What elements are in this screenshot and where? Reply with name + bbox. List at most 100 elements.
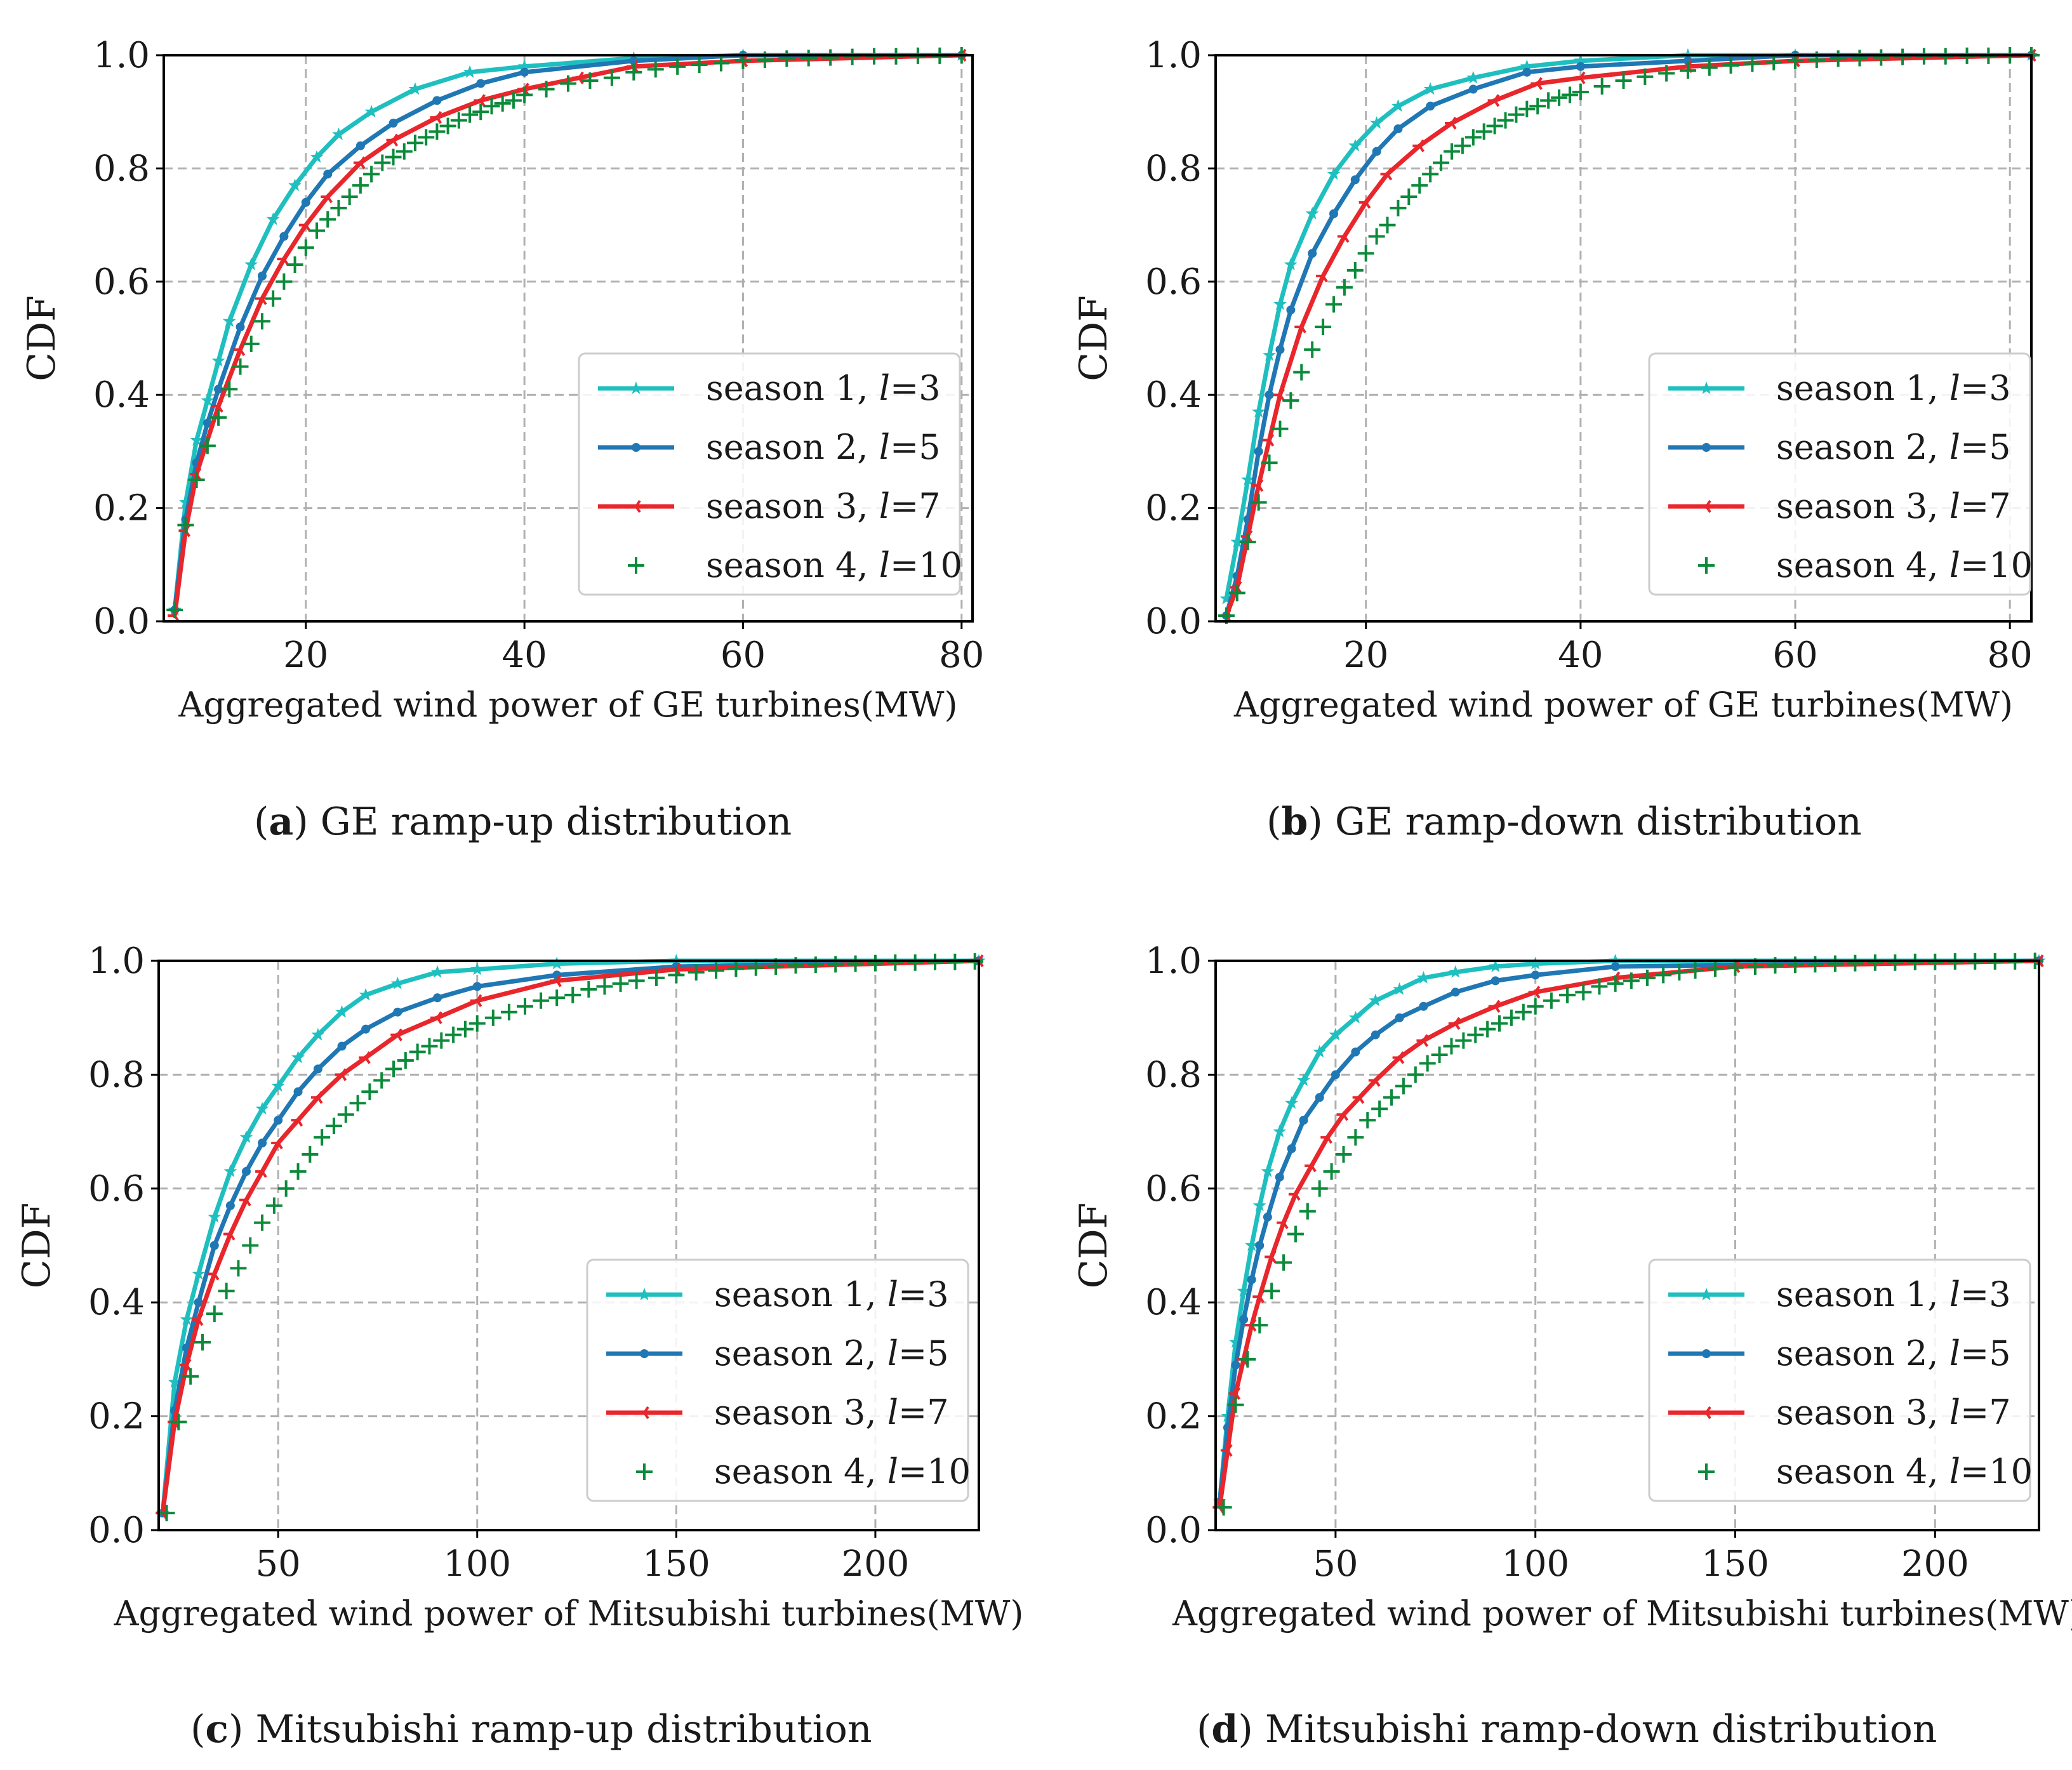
panel-b-series-4-point bbox=[1239, 534, 1256, 551]
panel-a-series-1-point bbox=[463, 65, 477, 78]
panel-c-series-4-point bbox=[708, 962, 725, 979]
panel-b-series-3-point bbox=[1262, 433, 1275, 447]
panel-d-series-4-point bbox=[1419, 1055, 1436, 1072]
caption-a-letter: a bbox=[269, 800, 294, 844]
panel-a-series-2-point bbox=[388, 119, 398, 128]
panel-a-series-4-point bbox=[297, 239, 314, 256]
panel-a-legend-label: season 4, l=10 bbox=[706, 545, 962, 585]
panel-c-series-4-point bbox=[302, 1146, 319, 1163]
panel-d-series-4-point bbox=[1866, 954, 1883, 971]
panel-c-axes-frame bbox=[157, 960, 980, 1531]
panel-c-legend-item-2: season 2, l=5 bbox=[606, 1333, 949, 1373]
panel-d-series-4-point bbox=[1687, 962, 1704, 979]
panel-c-series-2-point bbox=[258, 1139, 267, 1148]
panel-b-y-axis-label: CDF bbox=[1072, 295, 1116, 381]
panel-a-series-4-point bbox=[188, 472, 205, 488]
panel-c-series-2-point bbox=[293, 1087, 303, 1097]
panel-d-series-1-point bbox=[1252, 1198, 1266, 1212]
panel-b-y-tick-label: 0.6 bbox=[1145, 261, 1202, 303]
panel-d-series-3-point bbox=[1488, 1000, 1501, 1013]
panel-a-series-4-point bbox=[395, 143, 413, 160]
panel-c-series-3-point bbox=[191, 1313, 204, 1326]
panel-a-series-4-point bbox=[538, 81, 555, 98]
panel-d-series-4-point bbox=[1383, 1089, 1400, 1106]
panel-a-legend-marker bbox=[629, 381, 643, 394]
panel-b-series-3-point bbox=[1251, 479, 1264, 492]
panel-c-series-4-point bbox=[421, 1038, 438, 1055]
panel-d-x-tick-label: 100 bbox=[1501, 1543, 1569, 1585]
panel-a-series-4-point bbox=[439, 117, 456, 135]
panel-c-legend-label: season 4, l=10 bbox=[714, 1451, 971, 1491]
panel-c-series-4-point bbox=[265, 1197, 282, 1214]
panel-d-y-tick-label: 1.0 bbox=[1145, 941, 1202, 982]
panel-d-series-2-point bbox=[1287, 1144, 1296, 1154]
panel-c-series-4-point bbox=[847, 955, 864, 972]
panel-b-series-1-point bbox=[1241, 473, 1255, 485]
panel-d-series-1-point bbox=[1285, 1096, 1299, 1109]
panel-a-series-4-point bbox=[669, 58, 686, 75]
panel-c-legend-label: season 3, l=7 bbox=[714, 1392, 949, 1432]
panel-d-series-4-point bbox=[1311, 1180, 1328, 1197]
panel-a-legend-item-1: season 1, l=3 bbox=[598, 368, 941, 408]
panel-a-series-4-point bbox=[778, 50, 795, 67]
panel-d-y-axis-label: CDF bbox=[1072, 1203, 1116, 1289]
panel-d-series-1-point bbox=[1245, 1238, 1259, 1252]
panel-d-series-1-point bbox=[1369, 993, 1383, 1007]
panel-b-series-3-point bbox=[1573, 71, 1586, 84]
panel-d-series-1-point bbox=[1329, 1027, 1343, 1041]
panel-c-series-4-point bbox=[230, 1260, 247, 1277]
panel-c-legend-box bbox=[586, 1258, 969, 1502]
panel-b-series-4-point bbox=[1368, 228, 1385, 245]
panel-b-legend-marker bbox=[1699, 381, 1713, 394]
panel-b-legend-box bbox=[1648, 352, 2031, 596]
panel-d-series-2-point bbox=[1331, 1070, 1340, 1080]
panel-a-series-4-point bbox=[341, 188, 358, 205]
panel-c-series-1-point bbox=[192, 1267, 206, 1280]
panel-a-series-4-point bbox=[516, 86, 533, 103]
panel-a-series-1-point bbox=[310, 150, 324, 163]
panel-d-y-tick-label: 0.2 bbox=[1145, 1396, 1202, 1437]
panel-c-series-4-point bbox=[500, 1003, 517, 1020]
panel-c-series-2-point bbox=[472, 982, 482, 991]
panel-a-series-4-point bbox=[319, 211, 336, 228]
panel-d-legend-marker bbox=[1699, 1288, 1713, 1300]
panel-d-legend-marker bbox=[1702, 1349, 1711, 1358]
panel-a-legend-label: season 1, l=3 bbox=[706, 368, 941, 408]
panel-b-series-4-point bbox=[1593, 78, 1610, 95]
panel-c-y-tick-label: 0.4 bbox=[88, 1282, 145, 1323]
panel-c-series-4-point bbox=[807, 956, 824, 974]
panel-a-series-3-point bbox=[255, 292, 267, 305]
panel-d-series-1-point bbox=[1237, 1284, 1251, 1297]
panel-d-series-4-point bbox=[1467, 1026, 1484, 1043]
panel-c-series-4-point bbox=[484, 1009, 501, 1026]
panel-b-x-tick-label: 60 bbox=[1772, 635, 1817, 676]
panel-b-series-2-point bbox=[1265, 390, 1274, 400]
panel-c-y-tick-label: 0.6 bbox=[88, 1168, 145, 1210]
panel-d-series-4-point bbox=[1287, 1225, 1304, 1243]
panel-d-series-3-point bbox=[1305, 1159, 1317, 1173]
caption-d-text: Mitsubishi ramp-down distribution bbox=[1252, 1707, 1937, 1752]
panel-d-legend-item-3: season 3, l=7 bbox=[1668, 1392, 2011, 1432]
panel-a-x-tick-label: 80 bbox=[939, 635, 984, 676]
panel-b-y-tick-label: 0.4 bbox=[1145, 374, 1202, 416]
panel-d-series-2-point bbox=[1231, 1360, 1240, 1370]
panel-a-series-4-point bbox=[276, 273, 293, 290]
panel-b-series-4-point bbox=[1744, 55, 1761, 72]
panel-b-series-4-point bbox=[1325, 296, 1342, 313]
panel-a-series-4-point bbox=[428, 123, 446, 140]
panel-b-axes-frame bbox=[1214, 54, 2033, 623]
panel-c-series-1-point bbox=[208, 1210, 222, 1223]
panel-d-series-3-point bbox=[1368, 1074, 1381, 1087]
panel-d-legend: season 1, l=3 season 2, l=5 season 3, l=7 s… bbox=[1648, 1258, 2033, 1502]
panel-d-series-3-point bbox=[1528, 986, 1541, 999]
panel-d-series-1-point bbox=[1393, 982, 1407, 995]
panel-c-series-1-point bbox=[291, 1050, 305, 1064]
panel-d-series-3-point bbox=[1392, 1051, 1405, 1064]
panel-c-series-4-point bbox=[517, 998, 534, 1015]
panel-d-series-4-point bbox=[1786, 956, 1803, 974]
panel-b-series-2-point bbox=[1286, 305, 1296, 315]
panel-c-series-1-point bbox=[311, 1027, 325, 1041]
panel-b-series-4-point bbox=[1518, 100, 1536, 117]
panel-d-series-1-point bbox=[1348, 1010, 1362, 1024]
panel-d-axes-frame bbox=[1214, 960, 2040, 1531]
